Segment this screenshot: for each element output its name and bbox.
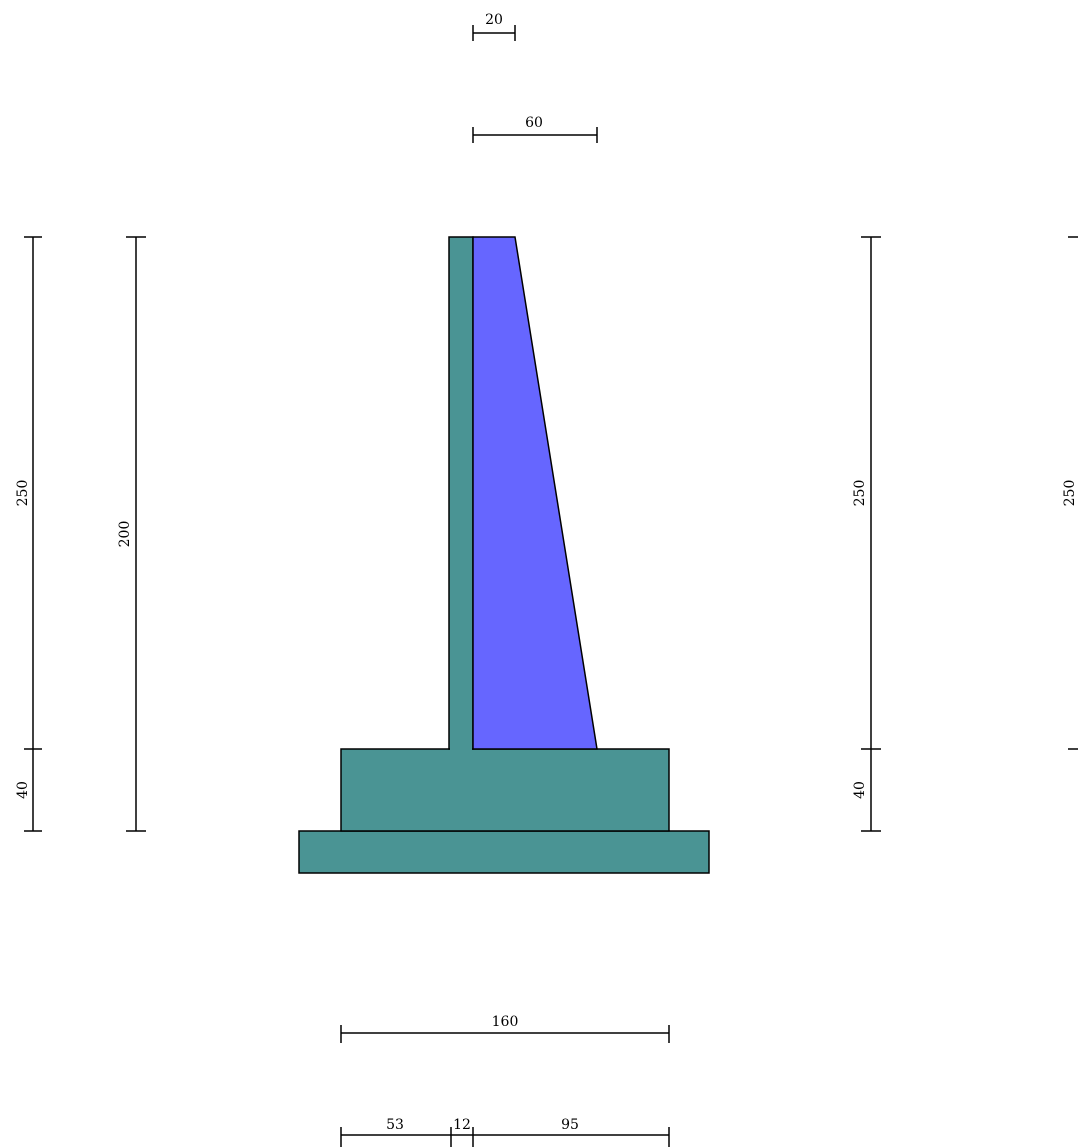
dim-left-outer: 250 40 bbox=[15, 236, 42, 832]
dim-bottom-segments: 53 12 95 bbox=[340, 1117, 670, 1147]
dim-right: 250 40 bbox=[852, 236, 881, 832]
dim-bottom-heel-label: 95 bbox=[561, 1117, 579, 1133]
stem-base-joint bbox=[450, 747, 472, 751]
dim-top-overall-width: 60 bbox=[472, 115, 598, 143]
dim-top-stem-width: 20 bbox=[472, 12, 516, 41]
wall-structure bbox=[298, 236, 710, 874]
dim-far-right: 250 bbox=[1062, 236, 1078, 750]
dim-left-inner: 200 bbox=[117, 236, 146, 832]
dim-right-stem-label: 250 bbox=[852, 480, 868, 507]
dim-bottom-stem-label: 12 bbox=[453, 1117, 471, 1133]
dim-top-stem-width-label: 20 bbox=[485, 12, 503, 28]
foundation-slab bbox=[298, 830, 710, 874]
dim-left-outer-stem-label: 250 bbox=[15, 480, 31, 507]
wall-stem bbox=[448, 236, 474, 750]
dim-bottom-total: 160 bbox=[340, 1014, 670, 1043]
base-slab bbox=[340, 748, 670, 832]
dim-bottom-total-label: 160 bbox=[492, 1014, 519, 1030]
dim-bottom-toe-label: 53 bbox=[386, 1117, 404, 1133]
sloped-backfill bbox=[472, 236, 598, 750]
dim-far-right-label: 250 bbox=[1062, 480, 1078, 507]
dim-left-inner-label: 200 bbox=[117, 521, 133, 548]
dim-top-overall-width-label: 60 bbox=[525, 115, 543, 131]
dim-left-outer-base-label: 40 bbox=[15, 781, 31, 799]
dim-right-base-label: 40 bbox=[852, 781, 868, 799]
